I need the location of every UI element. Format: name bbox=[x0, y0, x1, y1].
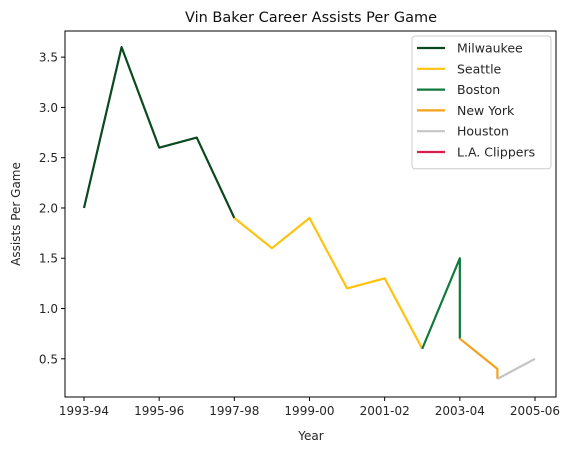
x-axis: 1993-94 1995-96 1997-98 1999-00 2001-02 2003-… bbox=[59, 397, 560, 418]
legend: Milwaukee Seattle Boston New York Houston L.A… bbox=[411, 35, 552, 170]
y-tick-label: 2.0 bbox=[39, 201, 58, 215]
legend-box bbox=[411, 35, 552, 170]
series-line-4 bbox=[496, 357, 536, 380]
x-tick-label: 2005-06 bbox=[510, 404, 560, 418]
y-tick-label: 1.5 bbox=[39, 252, 58, 266]
x-axis-title: Year bbox=[297, 429, 323, 443]
y-axis-title: Assists Per Game bbox=[9, 162, 23, 266]
legend-label: Houston bbox=[457, 124, 509, 139]
legend-label: Seattle bbox=[457, 61, 502, 76]
plot-frame bbox=[64, 30, 557, 398]
y-tick-label: 3.5 bbox=[39, 51, 58, 65]
x-tick-label: 2001-02 bbox=[360, 404, 410, 418]
legend-label: Milwaukee bbox=[457, 41, 523, 56]
legend-label: L.A. Clippers bbox=[457, 145, 535, 160]
x-tick-label: 1995-96 bbox=[134, 404, 184, 418]
series-line-0 bbox=[82, 45, 236, 219]
x-tick-label: 1999-00 bbox=[284, 404, 334, 418]
x-tick-label: 2003-04 bbox=[435, 404, 485, 418]
y-tick-label: 3.0 bbox=[39, 101, 58, 115]
y-tick-label: 0.5 bbox=[39, 352, 58, 366]
legend-label: Boston bbox=[457, 82, 500, 97]
y-tick-label: 2.5 bbox=[39, 151, 58, 165]
series-line-2 bbox=[421, 257, 461, 350]
series-line-1 bbox=[233, 216, 424, 350]
series-line-3 bbox=[459, 337, 499, 379]
chart-title: Vin Baker Career Assists Per Game bbox=[185, 10, 437, 26]
x-tick-label: 1993-94 bbox=[59, 404, 109, 418]
legend-label: New York bbox=[457, 103, 515, 118]
y-tick-label: 1.0 bbox=[39, 302, 58, 316]
y-axis: 0.5 1.0 1.5 2.0 2.5 3.0 3.5 bbox=[39, 51, 65, 366]
series-layer bbox=[82, 45, 536, 380]
x-tick-label: 1997-98 bbox=[209, 404, 259, 418]
